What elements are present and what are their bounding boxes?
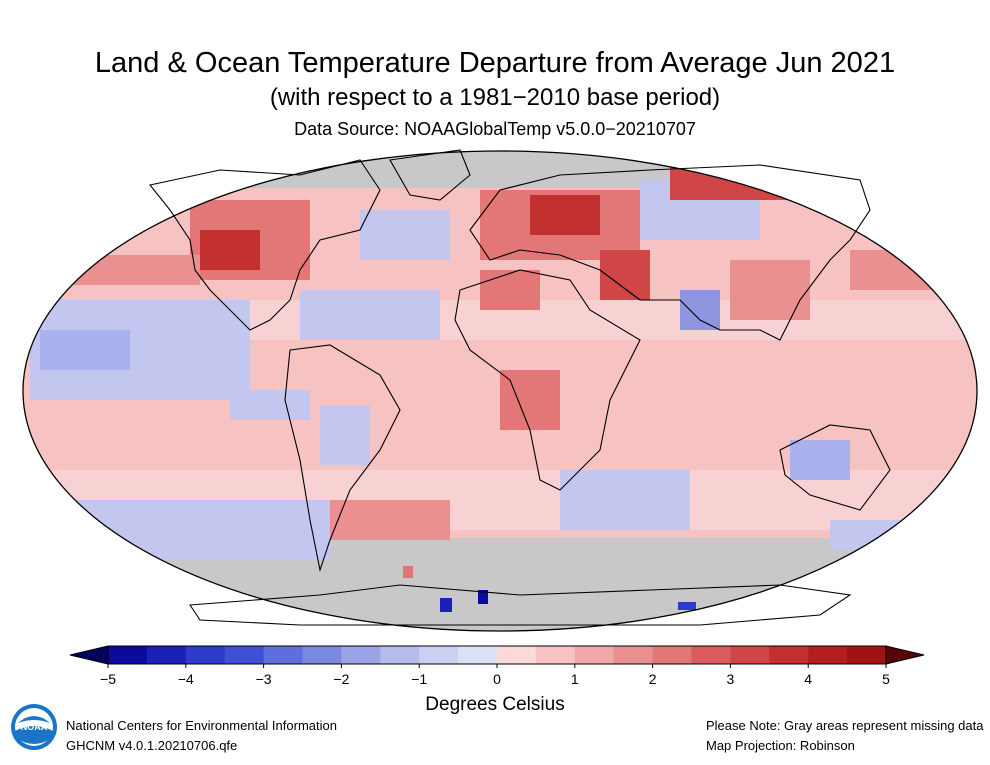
colorbar: −5 −4 −3 −2 −1 0 1 2 3 4 5: [69, 645, 925, 687]
antarctic-cold-3: [678, 602, 696, 610]
cool-atlantic-mid: [300, 290, 440, 340]
warm-scandinavia: [530, 195, 600, 235]
colorbar-bin: [769, 646, 809, 664]
colorbar-tick-label: −1: [411, 671, 427, 687]
colorbar-bin: [380, 646, 420, 664]
antarctic-cold-2: [478, 590, 488, 604]
temperature-anomaly-map: [22, 149, 978, 632]
colorbar-bin: [574, 646, 615, 664]
footer-missing-note: Please Note: Gray areas represent missin…: [706, 718, 984, 733]
colorbar-tick-label: −4: [178, 671, 194, 687]
colorbar-overflow-arrow: [885, 645, 925, 665]
colorbar-tick-label: 1: [571, 671, 579, 687]
colorbar-unit-label: Degrees Celsius: [425, 694, 565, 715]
warm-nw-usa: [200, 230, 260, 270]
warm-south-atlantic: [330, 500, 450, 540]
colorbar-bin: [302, 646, 342, 664]
colorbar-bin: [458, 646, 498, 664]
antarctic-cold-1: [440, 598, 452, 612]
africa-outline: [454, 269, 641, 491]
colorbar-bin: [847, 646, 887, 664]
warm-north-pacific: [60, 255, 200, 285]
colorbar-tick-label: 2: [649, 671, 657, 687]
data-source: Data Source: NOAAGlobalTemp v5.0.0−20210…: [294, 119, 696, 139]
colorbar-bin: [808, 646, 848, 664]
colorbar-tick-label: −5: [100, 671, 116, 687]
colorbar-bin: [730, 646, 770, 664]
colorbar-bin: [652, 646, 692, 664]
greenland-outline: [389, 149, 471, 201]
colorbar-bin: [224, 646, 265, 664]
colorbar-tick-label: 5: [882, 671, 890, 687]
colorbar-underflow-arrow: [69, 645, 109, 665]
cool-north-atlantic: [360, 210, 450, 260]
colorbar-ticks: −5 −4 −3 −2 −1 0 1 2 3 4 5: [100, 664, 890, 687]
colorbar-bins: [107, 645, 887, 665]
noaa-logo: NOAA: [11, 704, 57, 750]
colorbar-bin: [535, 646, 576, 664]
cool-australia: [790, 440, 850, 480]
map-subtitle: (with respect to a 1981−2010 base period…: [269, 84, 721, 111]
cool-pacific-south: [230, 390, 310, 420]
cool-south-america: [320, 405, 370, 465]
globe-border: [22, 150, 978, 632]
footer-projection: Map Projection: Robinson: [706, 738, 855, 753]
cool-india: [680, 290, 720, 330]
colorbar-bin: [419, 646, 459, 664]
colorbar-tick-label: 0: [493, 671, 501, 687]
australia-outline: [779, 424, 891, 511]
footer-version: GHCNM v4.0.1.20210706.qfe: [66, 738, 238, 753]
colorbar-tick-label: −3: [256, 671, 272, 687]
footer-left: National Centers for Environmental Infor…: [66, 716, 337, 756]
colorbar-bin: [108, 646, 148, 664]
warm-china: [730, 260, 810, 320]
cool-southern-east: [830, 520, 960, 550]
colorbar-bin: [263, 646, 303, 664]
footer-institution: National Centers for Environmental Infor…: [66, 718, 337, 733]
antarctica-outline: [189, 584, 852, 626]
noaa-logo-text: NOAA: [21, 722, 48, 732]
cool-indian-ocean: [560, 470, 690, 530]
colorbar-tick-label: 3: [727, 671, 735, 687]
warm-caspian: [600, 250, 650, 300]
antarctic-warm: [403, 566, 413, 578]
colorbar-tick-label: 4: [804, 671, 812, 687]
colorbar-bin: [185, 646, 226, 664]
colorbar-bin: [341, 646, 381, 664]
footer-right: Please Note: Gray areas represent missin…: [706, 716, 983, 756]
map-title: Land & Ocean Temperature Departure from …: [94, 47, 896, 79]
cool-pacific-core: [40, 330, 130, 370]
cool-southern-pacific: [50, 500, 330, 560]
colorbar-bin: [691, 646, 731, 664]
colorbar-bin: [146, 646, 187, 664]
eurasia-outline: [469, 164, 871, 341]
map-field: [23, 151, 977, 631]
colorbar-bin: [613, 646, 654, 664]
colorbar-tick-label: −2: [333, 671, 349, 687]
south-america-outline: [284, 344, 401, 573]
warm-north-africa: [480, 270, 540, 310]
colorbar-bin: [497, 646, 537, 664]
